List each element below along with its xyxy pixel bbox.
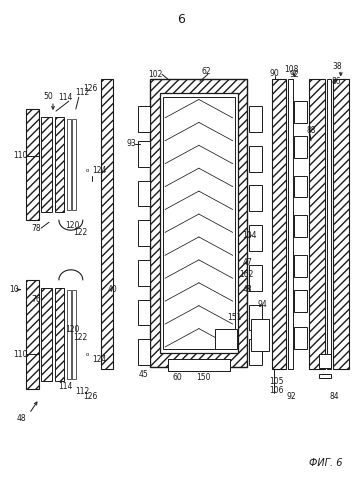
Text: 38: 38 xyxy=(333,62,342,71)
Text: 106: 106 xyxy=(269,386,284,395)
Bar xyxy=(41,117,52,212)
Bar xyxy=(26,109,39,220)
Text: 112: 112 xyxy=(75,88,89,97)
Text: 104: 104 xyxy=(243,231,257,240)
Bar xyxy=(294,101,307,123)
Bar xyxy=(294,215,307,237)
Text: 76: 76 xyxy=(31,295,41,304)
Text: 92: 92 xyxy=(289,70,299,79)
Text: 60: 60 xyxy=(172,373,182,382)
Bar xyxy=(215,329,237,349)
Bar xyxy=(319,354,331,368)
Text: 126: 126 xyxy=(83,392,97,401)
Bar xyxy=(138,339,150,365)
Text: 102: 102 xyxy=(148,70,163,79)
Text: 122: 122 xyxy=(73,228,87,237)
Text: 151: 151 xyxy=(228,313,242,322)
Text: 108: 108 xyxy=(284,65,299,74)
Text: 45: 45 xyxy=(138,370,148,379)
Text: 6: 6 xyxy=(177,13,185,26)
Bar xyxy=(294,136,307,158)
Bar xyxy=(26,280,39,389)
Text: 110: 110 xyxy=(13,151,28,160)
Bar xyxy=(150,79,248,367)
Text: 110: 110 xyxy=(13,350,28,359)
Text: 88: 88 xyxy=(306,126,316,135)
Text: 92: 92 xyxy=(286,392,296,401)
Bar xyxy=(294,290,307,311)
Text: o: o xyxy=(86,168,89,173)
Text: 84: 84 xyxy=(330,392,340,401)
Bar xyxy=(138,141,150,167)
Bar xyxy=(294,255,307,277)
Text: 120: 120 xyxy=(65,221,79,230)
Text: 124: 124 xyxy=(93,166,107,175)
Text: 120: 120 xyxy=(65,325,79,334)
Bar xyxy=(249,339,262,365)
Text: 112: 112 xyxy=(75,387,89,396)
Bar xyxy=(41,288,52,381)
Bar xyxy=(55,288,64,381)
Text: o: o xyxy=(86,352,89,357)
Bar xyxy=(249,186,262,211)
Text: 94: 94 xyxy=(257,300,267,309)
Text: 86: 86 xyxy=(332,77,341,86)
Bar xyxy=(168,359,230,371)
Text: 40: 40 xyxy=(108,285,117,294)
Text: 150: 150 xyxy=(196,373,210,382)
Bar xyxy=(309,79,325,369)
Bar xyxy=(272,79,286,369)
Text: ФИГ. 6: ФИГ. 6 xyxy=(309,459,342,469)
Bar xyxy=(138,220,150,246)
Bar xyxy=(288,79,293,369)
Text: 114: 114 xyxy=(58,382,72,391)
Text: 93: 93 xyxy=(126,139,136,148)
Bar xyxy=(138,106,150,132)
Bar xyxy=(294,327,307,349)
Text: 126: 126 xyxy=(83,84,97,93)
Bar xyxy=(168,359,230,371)
Text: 10: 10 xyxy=(9,285,19,294)
Bar xyxy=(249,146,262,172)
Bar xyxy=(138,299,150,325)
Bar xyxy=(327,79,331,369)
Text: 122: 122 xyxy=(73,333,87,342)
Text: 78: 78 xyxy=(31,224,41,233)
Text: 105: 105 xyxy=(269,377,284,387)
Text: 90: 90 xyxy=(269,69,279,78)
Bar xyxy=(55,117,64,212)
Bar xyxy=(67,119,71,210)
Bar xyxy=(252,319,269,351)
Bar xyxy=(319,374,331,378)
Text: 62: 62 xyxy=(202,67,211,76)
Bar xyxy=(249,106,262,132)
Text: 114: 114 xyxy=(58,93,72,102)
Bar xyxy=(72,290,76,379)
Bar xyxy=(249,225,262,251)
Bar xyxy=(294,176,307,198)
Bar xyxy=(333,79,349,369)
Text: 162: 162 xyxy=(240,270,254,279)
Bar xyxy=(72,119,76,210)
Bar xyxy=(138,181,150,206)
Bar xyxy=(138,260,150,286)
Bar xyxy=(249,304,262,330)
Bar xyxy=(160,93,237,353)
Text: 48: 48 xyxy=(243,285,252,294)
Text: 48: 48 xyxy=(16,414,26,423)
Bar xyxy=(249,265,262,291)
Text: 124: 124 xyxy=(93,355,107,364)
Bar xyxy=(215,329,237,349)
Text: 50: 50 xyxy=(43,92,53,101)
Bar xyxy=(101,79,113,369)
Text: 47: 47 xyxy=(243,258,252,267)
Bar xyxy=(67,290,71,379)
Bar xyxy=(163,97,235,349)
